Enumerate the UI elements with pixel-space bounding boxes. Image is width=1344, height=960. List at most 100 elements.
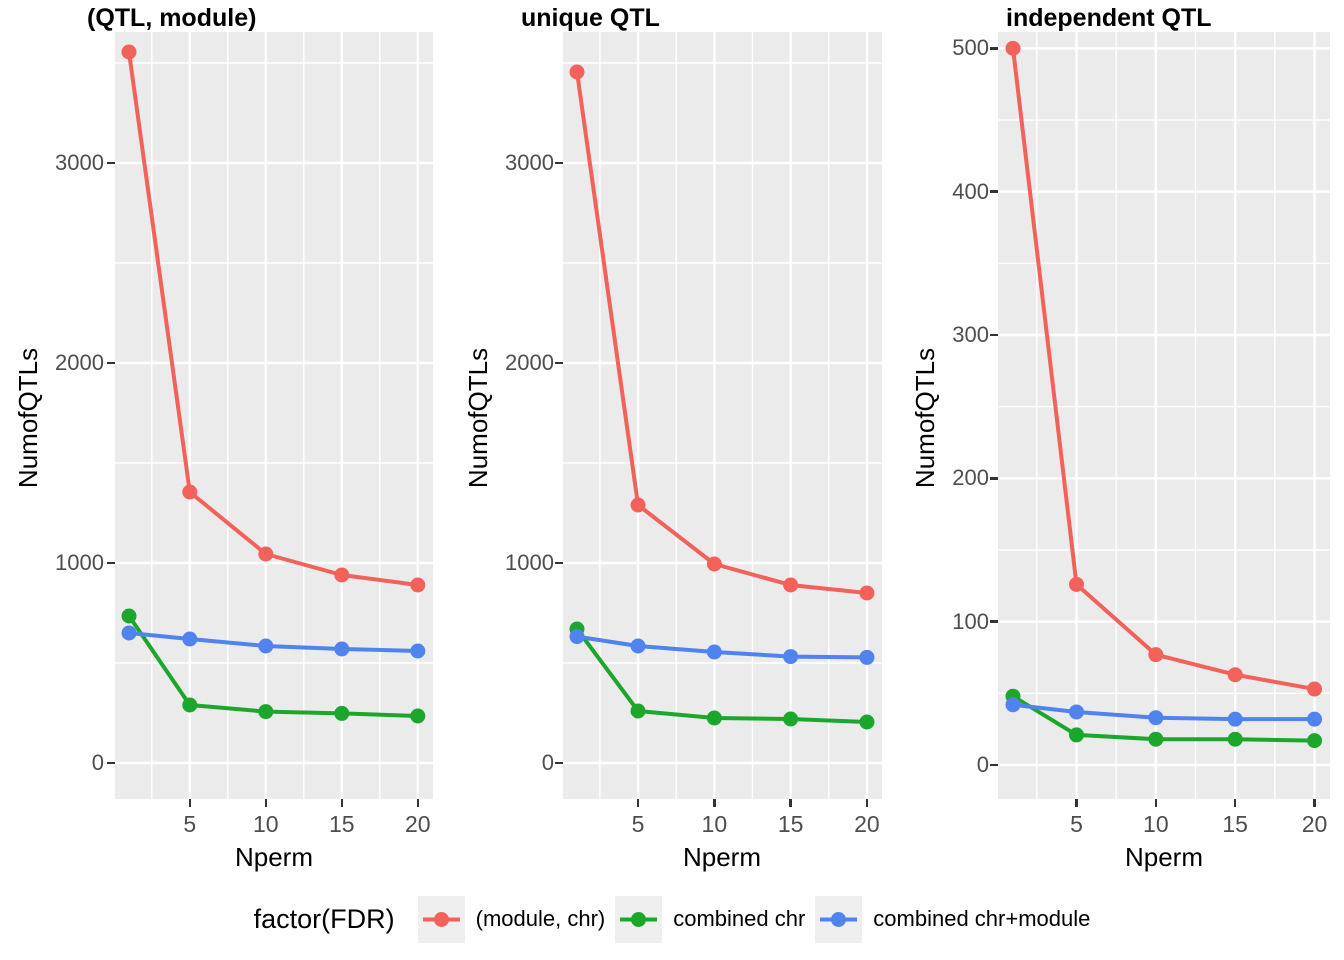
legend-key--module-chr- <box>417 895 465 943</box>
data-point <box>182 484 198 500</box>
y-tick-label: 1000 <box>55 550 104 575</box>
data-point <box>334 641 350 657</box>
legend-entry: combined chr+module <box>815 895 1090 943</box>
y-tick-mark <box>990 763 998 767</box>
data-point <box>1227 731 1243 747</box>
y-tick-mark <box>990 477 998 480</box>
y-tick-label: 500 <box>952 35 989 61</box>
x-tick-mark <box>713 799 716 807</box>
data-point <box>630 497 646 513</box>
x-tick-mark <box>340 799 343 807</box>
legend-entry-label: (module, chr) <box>475 906 606 931</box>
y-tick-mark <box>555 761 563 765</box>
y-tick-mark <box>555 561 563 565</box>
legend-entry: combined chr <box>615 895 806 943</box>
data-point <box>121 625 137 641</box>
data-point <box>1148 710 1164 726</box>
legend-key-glyph <box>422 911 460 927</box>
y-tick-mark <box>107 161 115 165</box>
data-point <box>630 703 646 719</box>
y-tick-mark <box>107 361 115 365</box>
data-point <box>1068 704 1084 720</box>
data-point <box>258 546 274 562</box>
x-tick-mark <box>865 799 869 807</box>
data-point <box>859 649 875 665</box>
x-tick-label: 5 <box>1070 811 1083 837</box>
y-tick-mark <box>990 620 998 623</box>
legend-key-glyph <box>620 911 658 927</box>
data-point <box>1227 711 1243 727</box>
legend-title: factor(FDR) <box>253 903 395 934</box>
data-point <box>783 711 799 727</box>
data-point <box>569 629 585 645</box>
x-tick-mark <box>416 799 419 807</box>
x-tick-label: 15 <box>777 811 804 837</box>
y-tick-label: 400 <box>952 178 989 204</box>
y-tick-label: 2000 <box>505 350 554 375</box>
x-tick-mark <box>636 799 640 807</box>
x-tick-label: 5 <box>631 811 645 837</box>
panel-1-plot-area <box>115 32 433 799</box>
x-tick-label: 15 <box>329 811 355 837</box>
data-point <box>182 631 198 647</box>
data-point <box>1227 667 1243 683</box>
y-tick-label: 0 <box>541 750 554 775</box>
x-tick-mark <box>789 799 792 807</box>
y-tick-label: 300 <box>952 322 989 347</box>
y-tick-label: 3000 <box>505 150 554 175</box>
x-tick-mark <box>1233 799 1237 807</box>
data-point <box>410 577 426 593</box>
facet-title-unique-qtl: unique QTL <box>521 4 660 32</box>
y-tick-label: 2000 <box>55 350 104 375</box>
data-point <box>182 697 198 713</box>
y-tick-label: 0 <box>91 750 104 775</box>
y-tick-mark <box>555 161 563 165</box>
x-tick-label: 10 <box>1143 811 1169 837</box>
x-tick-label: 5 <box>183 811 197 837</box>
y-tick-label: 100 <box>952 608 989 634</box>
legend-key-combined-chr+module <box>815 895 863 943</box>
facet-title-qtl-module: (QTL, module) <box>87 4 257 32</box>
x-tick-label: 10 <box>253 811 279 837</box>
data-point <box>859 714 875 730</box>
y-tick-label: 3000 <box>55 150 104 175</box>
legend-key-combined-chr <box>615 895 663 943</box>
data-point <box>410 708 426 724</box>
data-point <box>1005 697 1021 713</box>
x-tick-label: 10 <box>701 811 728 837</box>
data-point <box>1068 576 1084 592</box>
data-point <box>258 638 274 654</box>
x-tick-mark <box>1154 799 1158 807</box>
data-point <box>1148 731 1164 747</box>
y-tick-mark <box>990 47 998 50</box>
data-point <box>121 44 137 60</box>
y-axis-title-panel-2: NumofQTLs <box>463 347 493 489</box>
x-tick-label: 20 <box>405 811 431 837</box>
y-tick-mark <box>990 333 998 337</box>
y-axis-title-panel-1: NumofQTLs <box>13 347 43 489</box>
data-point <box>121 608 137 624</box>
y-tick-mark <box>990 190 998 193</box>
data-point <box>1307 733 1323 749</box>
data-point <box>706 710 722 726</box>
data-point <box>334 567 350 583</box>
facet-title-independent-qtl: independent QTL <box>1006 4 1212 32</box>
x-tick-mark <box>1313 799 1316 807</box>
data-point <box>706 644 722 660</box>
data-point <box>706 556 722 572</box>
data-point <box>1307 681 1323 697</box>
legend-entry-label: combined chr <box>673 906 806 931</box>
data-point <box>859 585 875 601</box>
data-point <box>258 704 274 720</box>
x-tick-label: 15 <box>1222 811 1248 837</box>
data-point <box>630 638 646 654</box>
panel-3-plot-area <box>998 32 1330 799</box>
legend-entries: (module, chr) combined chr combined chr+mo… <box>408 895 1090 943</box>
x-tick-mark <box>1075 799 1078 807</box>
data-point <box>334 705 350 721</box>
legend: factor(FDR) (module, chr) combined chr com… <box>0 884 1344 954</box>
x-tick-label: 20 <box>854 811 880 837</box>
x-axis-title-panel-3: Nperm <box>1124 842 1203 872</box>
y-tick-mark <box>555 361 563 365</box>
